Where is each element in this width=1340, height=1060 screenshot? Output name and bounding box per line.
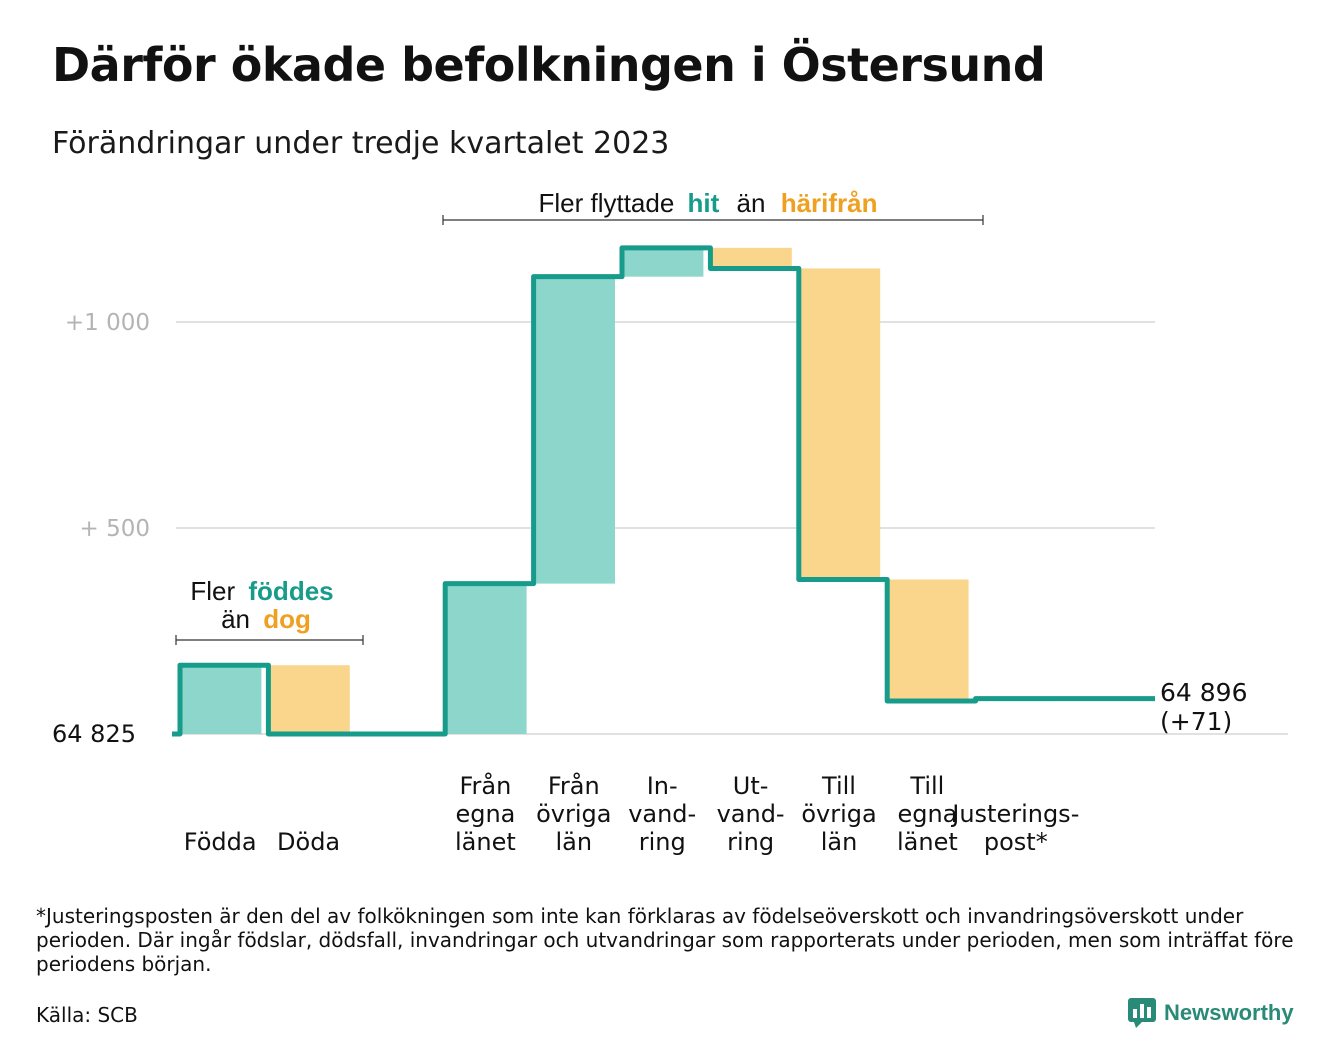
category-label-fran_ovriga-1: övriga [536, 800, 611, 828]
category-label-fran_ovriga-0: Från [548, 771, 600, 800]
category-label-utvandring-0: Ut- [733, 772, 769, 800]
category-label-fran_egna-0: Från [459, 771, 511, 800]
bar-till_egna [886, 579, 969, 702]
annotation-moves-word3: än [737, 188, 766, 218]
base-value-label: 64 825 [52, 720, 136, 748]
bar-utvandring [709, 247, 792, 269]
annotation-births: Fler föddes än dog [175, 576, 364, 645]
category-label-till_ovriga-0: Till [821, 772, 856, 800]
bar-chart-logo-icon [1128, 998, 1156, 1028]
chart-subtitle: Förändringar under tredje kvartalet 2023 [52, 126, 670, 161]
bar-till_ovriga [797, 268, 881, 580]
footnote: *Justeringsposten är den del av folkökni… [36, 904, 1294, 976]
bars [179, 247, 1057, 734]
category-label-till_ovriga-1: övriga [801, 800, 876, 828]
category-label-justering-0: Justerings- [950, 800, 1079, 828]
cumulative-step-line [172, 245, 1155, 737]
category-label-till_egna-0: Till [909, 772, 944, 800]
annotation-moves-word1: Fler flyttade [538, 188, 674, 218]
svg-text:än dog: än dog [221, 604, 311, 634]
y-tick-label-0: + 500 [80, 516, 150, 542]
annotation-births-word2: föddes [248, 576, 333, 606]
category-label-utvandring-1: vand- [717, 800, 785, 828]
brand-name: Newsworthy [1164, 1000, 1294, 1025]
step-line [172, 245, 1155, 737]
category-label-justering-1: post* [984, 828, 1048, 856]
annotation-births-word1: Fler [190, 576, 235, 606]
brand-logo: Newsworthy [1128, 998, 1294, 1028]
source-credit: Källa: SCB [36, 1003, 138, 1027]
end-change-label: (+71) [1160, 707, 1232, 736]
annotation-moves-word2: hit [688, 188, 720, 218]
end-value-label: 64 896 [1160, 678, 1247, 707]
bar-fodda [179, 665, 262, 734]
category-label-fran_ovriga-2: län [556, 828, 593, 856]
annotation-moves-word4: härifrån [781, 188, 878, 218]
category-label-invandring-0: In- [647, 772, 678, 800]
annotation-births-word4: dog [263, 604, 311, 634]
category-label-till_egna-1: egna [897, 800, 957, 828]
category-label-doda-0: Döda [277, 828, 340, 856]
category-label-invandring-2: ring [639, 828, 686, 856]
category-label-fran_egna-1: egna [455, 800, 515, 828]
chart-title: Därför ökade befolkningen i Östersund [52, 38, 1046, 92]
svg-text:Fler flyttade hit: Fler flyttade hit än härifrån [538, 188, 877, 218]
annotation-births-word3: än [221, 604, 250, 634]
bar-doda [267, 665, 350, 734]
bar-invandring [621, 247, 704, 277]
category-label-fran_egna-2: länet [455, 828, 516, 856]
y-tick-label-1: +1 000 [65, 310, 150, 336]
svg-text:Fler föddes: Fler föddes [190, 576, 333, 606]
category-label-fodda-0: Födda [184, 828, 257, 856]
category-label-invandring-1: vand- [628, 800, 696, 828]
category-label-utvandring-2: ring [727, 828, 774, 856]
bar-fran_egna [444, 583, 527, 734]
annotation-moves: Fler flyttade hit än härifrån [442, 188, 984, 225]
category-label-till_ovriga-2: län [821, 828, 858, 856]
bar-fran_ovriga [532, 276, 615, 584]
category-label-till_egna-2: länet [897, 828, 958, 856]
